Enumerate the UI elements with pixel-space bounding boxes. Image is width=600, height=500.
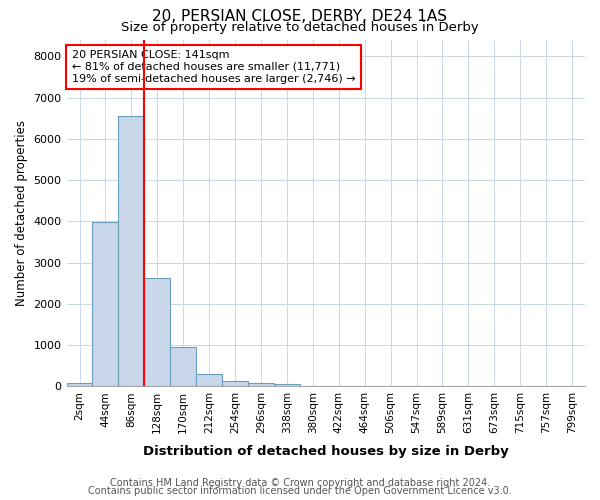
Text: Contains public sector information licensed under the Open Government Licence v3: Contains public sector information licen… bbox=[88, 486, 512, 496]
Bar bbox=[274, 384, 300, 386]
Bar bbox=[92, 222, 118, 386]
Bar bbox=[118, 116, 145, 386]
Bar bbox=[67, 383, 92, 386]
Bar bbox=[145, 278, 170, 386]
Text: 20, PERSIAN CLOSE, DERBY, DE24 1AS: 20, PERSIAN CLOSE, DERBY, DE24 1AS bbox=[152, 9, 448, 24]
Bar bbox=[170, 347, 196, 387]
Y-axis label: Number of detached properties: Number of detached properties bbox=[15, 120, 28, 306]
Bar bbox=[248, 382, 274, 386]
Bar bbox=[222, 381, 248, 386]
Bar bbox=[196, 374, 222, 386]
X-axis label: Distribution of detached houses by size in Derby: Distribution of detached houses by size … bbox=[143, 444, 509, 458]
Text: Contains HM Land Registry data © Crown copyright and database right 2024.: Contains HM Land Registry data © Crown c… bbox=[110, 478, 490, 488]
Text: Size of property relative to detached houses in Derby: Size of property relative to detached ho… bbox=[121, 21, 479, 34]
Text: 20 PERSIAN CLOSE: 141sqm
← 81% of detached houses are smaller (11,771)
19% of se: 20 PERSIAN CLOSE: 141sqm ← 81% of detach… bbox=[72, 50, 355, 84]
